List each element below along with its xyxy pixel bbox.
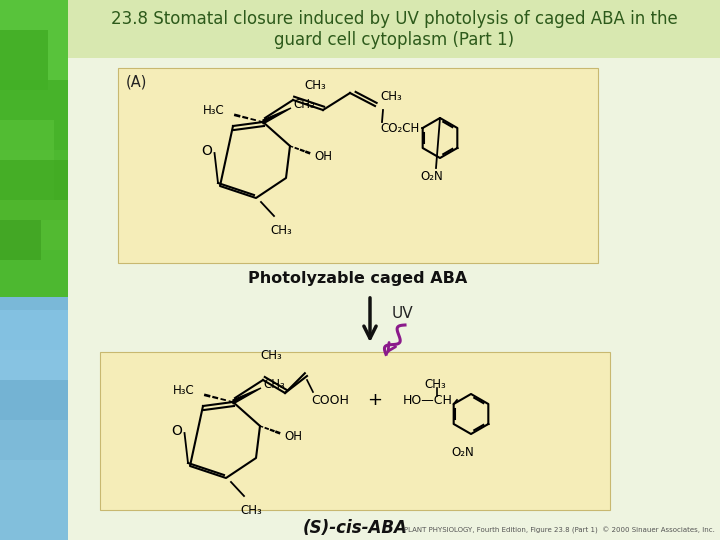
Text: O₂N: O₂N [451,446,474,459]
Bar [118,68,598,263]
Bar [0,0,68,80]
Text: HO—CH: HO—CH [403,394,453,407]
Text: CO₂CH: CO₂CH [380,122,419,134]
Text: +: + [367,391,382,409]
Polygon shape [263,108,291,124]
Text: CH₃: CH₃ [304,79,326,92]
Bar [0,0,68,297]
Bar [0,310,68,350]
Text: O: O [201,144,212,158]
Bar [0,220,41,260]
Text: guard cell cytoplasm (Part 1): guard cell cytoplasm (Part 1) [274,31,514,49]
Bar [0,80,68,150]
Text: (S)-cis-ABA: (S)-cis-ABA [302,519,408,537]
Text: CH₃: CH₃ [260,349,282,362]
Text: CH₃: CH₃ [240,504,262,517]
Text: CH₃: CH₃ [270,224,292,237]
Text: CH₃: CH₃ [293,98,315,111]
Text: CH₃: CH₃ [424,377,446,390]
Text: (A): (A) [126,75,148,90]
Bar [68,58,720,540]
Text: COOH: COOH [311,394,349,407]
Bar [0,160,68,220]
Bar [0,350,68,380]
Text: CH₃: CH₃ [263,377,284,390]
Text: PLANT PHYSIOLOGY, Fourth Edition, Figure 23.8 (Part 1)  © 2000 Sinauer Associate: PLANT PHYSIOLOGY, Fourth Edition, Figure… [404,527,715,534]
Bar [0,420,68,470]
Text: O: O [171,424,182,438]
Bar [100,352,610,510]
Text: H₃C: H₃C [174,383,195,396]
Bar [0,30,48,90]
Bar [68,0,72,540]
Text: OH: OH [284,429,302,442]
Text: Photolyzable caged ABA: Photolyzable caged ABA [248,271,467,286]
Bar [0,297,68,540]
Text: 23.8 Stomatal closure induced by UV photolysis of caged ABA in the: 23.8 Stomatal closure induced by UV phot… [111,10,678,28]
Text: UV: UV [392,306,413,321]
Bar [0,380,68,420]
Text: OH: OH [314,150,332,163]
Polygon shape [233,388,261,404]
Bar [0,200,68,250]
Bar [0,120,55,200]
Bar [68,0,720,58]
Bar [0,460,68,540]
Text: H₃C: H₃C [203,104,225,117]
Text: O₂N: O₂N [420,170,444,183]
Text: CH₃: CH₃ [380,90,402,103]
